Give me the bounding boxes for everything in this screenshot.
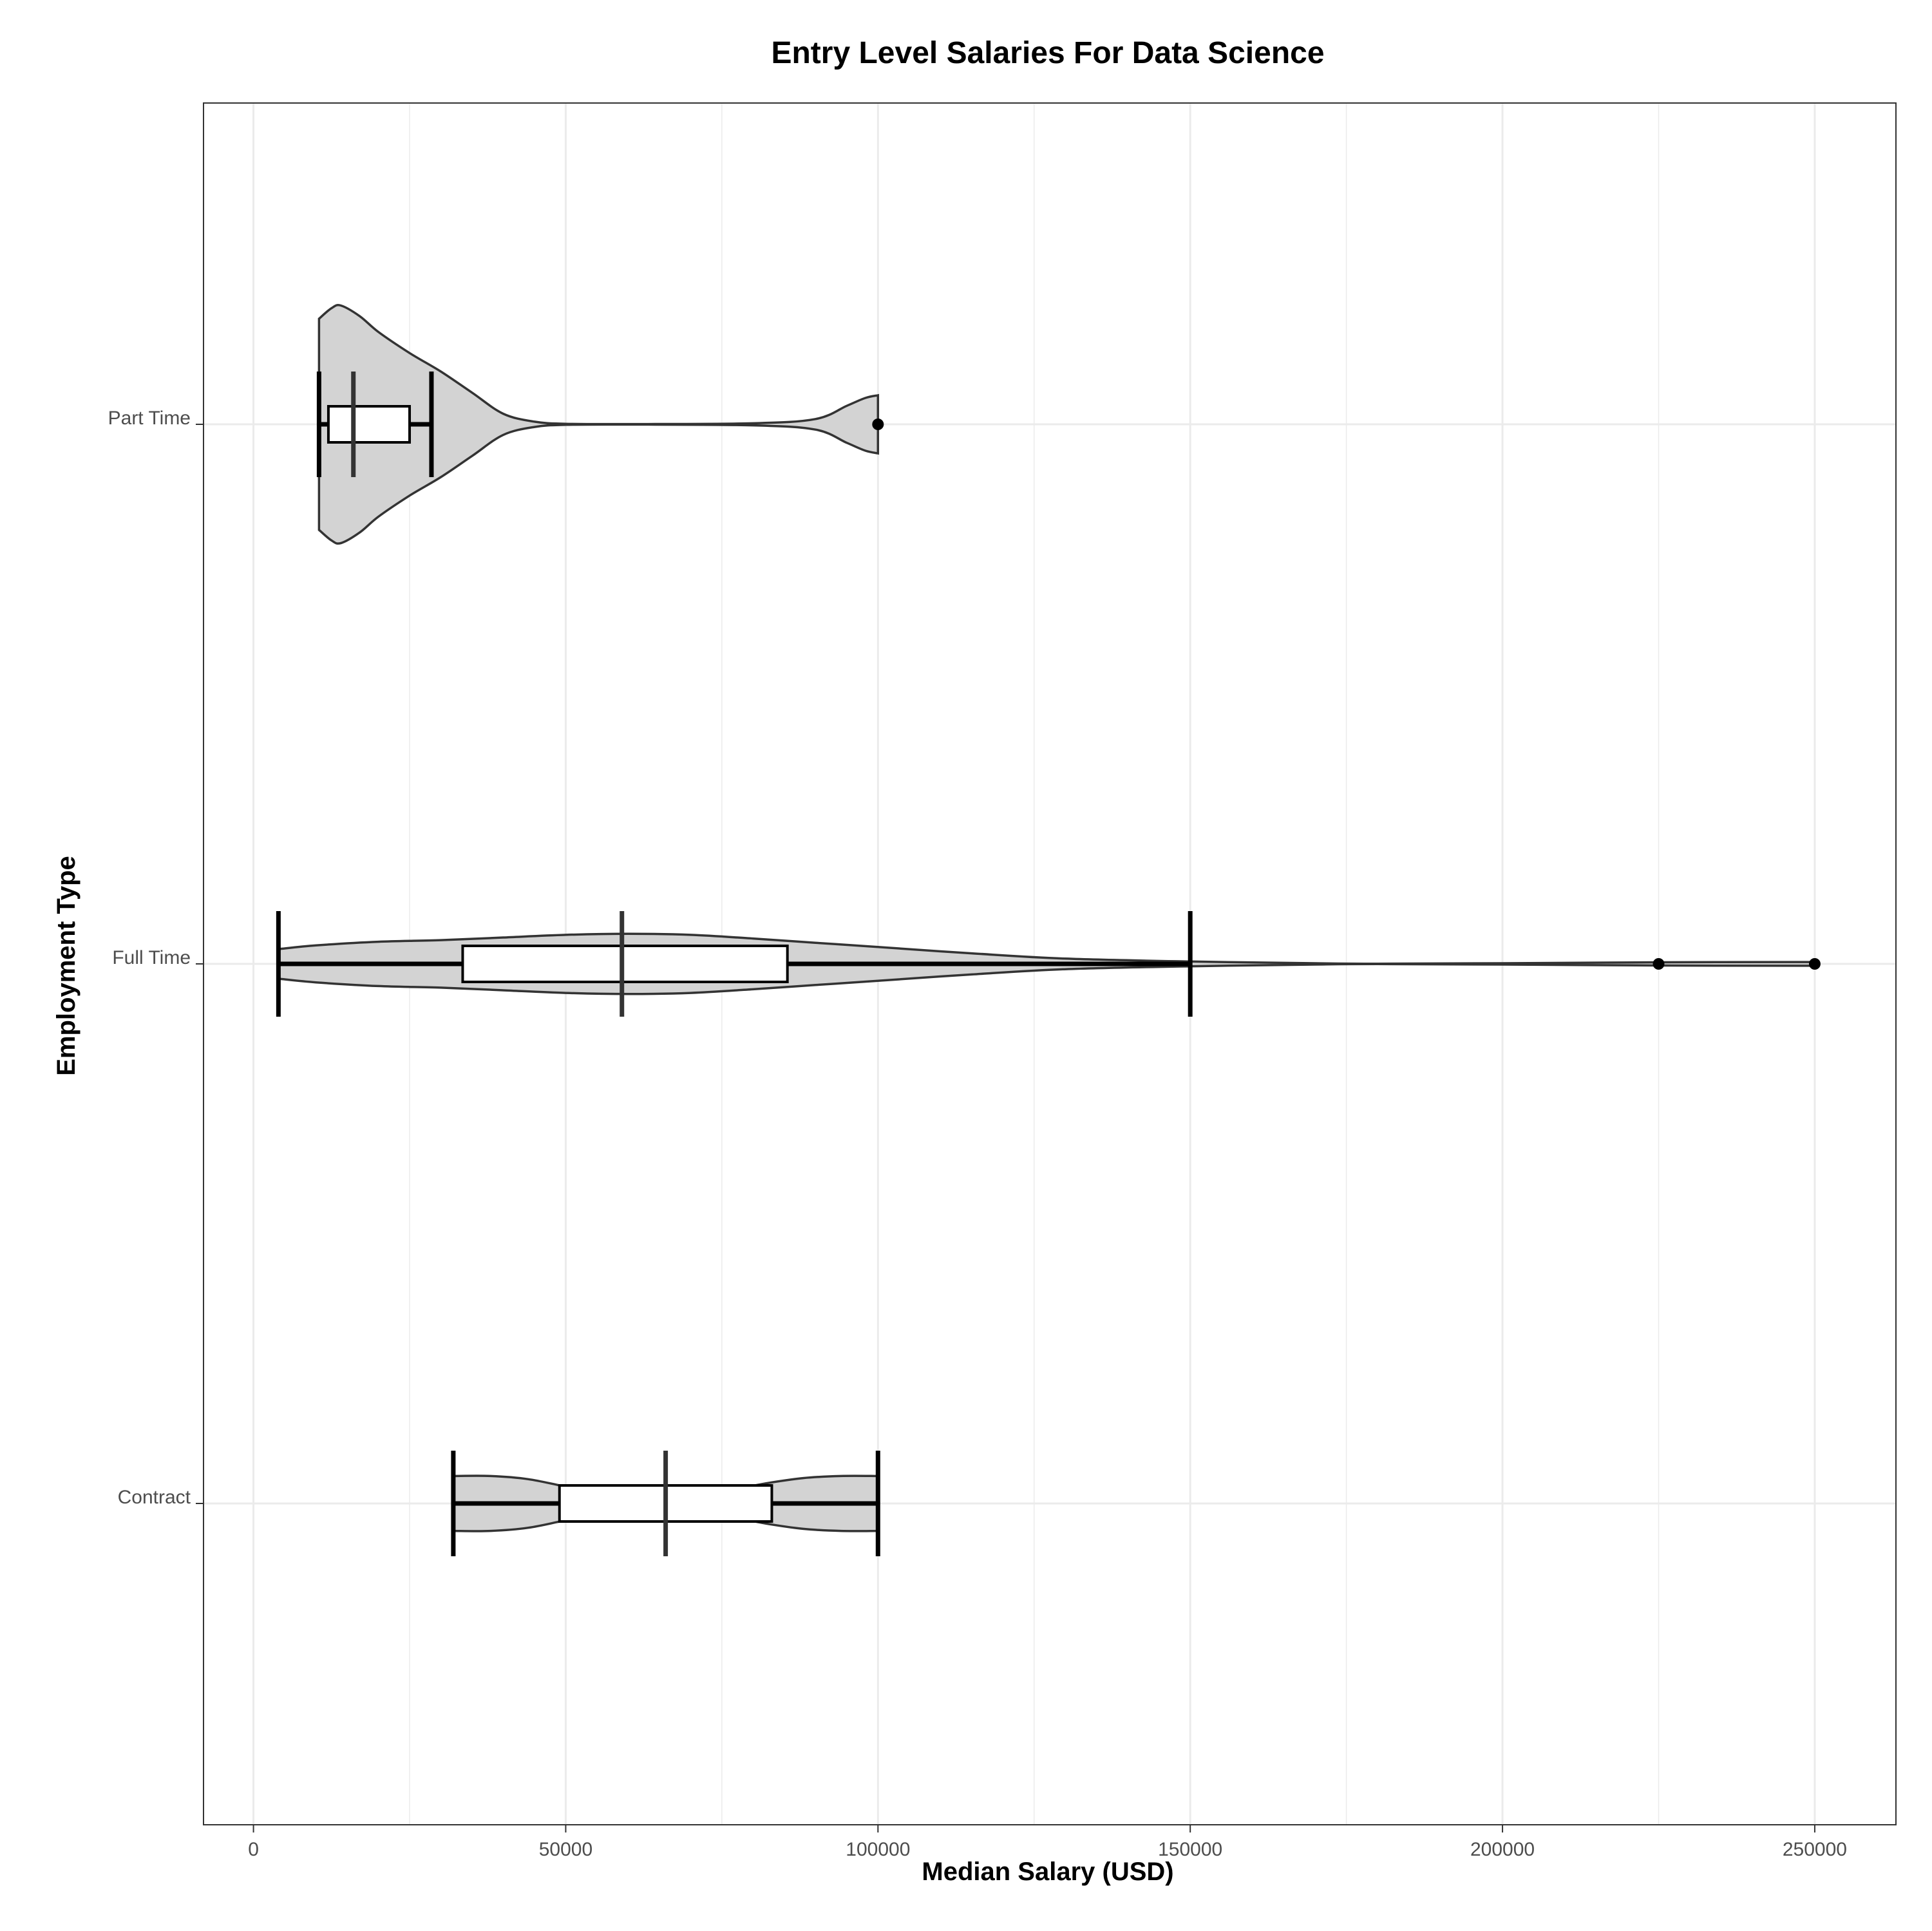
y-tick-label: Part Time — [108, 408, 191, 429]
outlier-point-full-time — [1808, 958, 1821, 970]
outlier-point-full-time — [1653, 958, 1665, 970]
box-full-time — [461, 945, 789, 983]
chart-title: Entry Level Salaries For Data Science — [771, 36, 1324, 70]
box-part-time — [327, 405, 412, 444]
x-tick-label: 200000 — [1470, 1839, 1535, 1860]
outlier-point-part-time — [872, 419, 884, 430]
x-tick-label: 0 — [248, 1839, 259, 1860]
violin-part-time — [317, 304, 880, 545]
x-tick-label: 150000 — [1158, 1839, 1222, 1860]
y-axis-title: Employment Type — [52, 856, 80, 1076]
x-tick-label: 250000 — [1783, 1839, 1847, 1860]
x-tick-label: 100000 — [846, 1839, 910, 1860]
y-tick-label: Full Time — [112, 947, 191, 968]
x-axis-title: Median Salary (USD) — [922, 1858, 1173, 1886]
y-tick-label: Contract — [118, 1487, 191, 1508]
x-tick-label: 50000 — [539, 1839, 592, 1860]
plot-panel: 0 50000 100000 150000 200000 250000 Contract Fu… — [108, 102, 1897, 1860]
